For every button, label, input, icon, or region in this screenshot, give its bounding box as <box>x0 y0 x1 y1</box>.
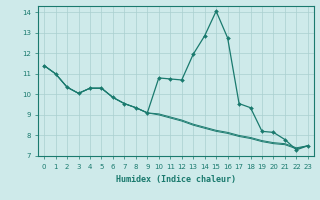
X-axis label: Humidex (Indice chaleur): Humidex (Indice chaleur) <box>116 175 236 184</box>
